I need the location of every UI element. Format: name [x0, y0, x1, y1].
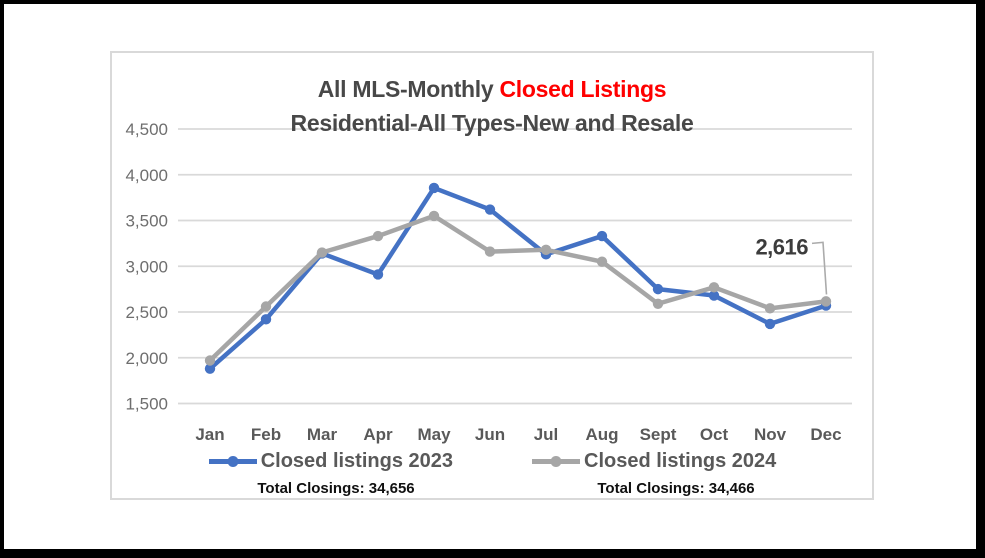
series-line-2023: [207, 185, 829, 371]
y-axis-tick-label: 4,000: [125, 166, 168, 185]
data-point-2024-oct: [708, 282, 720, 293]
data-point-2023-jan: [204, 363, 216, 374]
x-axis-label-aug: Aug: [585, 425, 618, 444]
legend-item-2024: Closed listings 2024: [531, 450, 776, 473]
x-axis-label-sept: Sept: [640, 425, 677, 444]
y-axis-tick-label: 1,500: [125, 395, 168, 414]
legend-line-marker-2024-icon: [532, 456, 580, 467]
annotation-leader-line: [811, 241, 828, 295]
data-point-2023-jun: [484, 204, 496, 215]
chart-container: 4,500 4,000 3,500 3,000 2,500 2,000 1,500 Jan Fe…: [110, 51, 874, 500]
x-axis-label-feb: Feb: [251, 425, 281, 444]
data-point-2024-apr: [372, 230, 384, 242]
data-point-2024-mar: [316, 247, 328, 258]
chart-title-main: All MLS-Monthly: [317, 76, 500, 102]
y-axis-tick-label: 3,500: [125, 212, 168, 231]
x-axis-label-may: May: [417, 425, 451, 444]
total-closings-2024: Total Closings: 34,466: [597, 480, 755, 497]
x-axis-label-jun: Jun: [475, 425, 505, 444]
chart-subtitle: Residential-All Types-New and Resale: [290, 110, 694, 136]
data-point-2024-jun: [484, 246, 496, 257]
y-axis-tick-label: 2,000: [125, 349, 168, 368]
data-point-2024-aug: [596, 256, 608, 267]
chart-title: All MLS-Monthly Closed Listings Resident…: [112, 72, 872, 140]
data-point-2024-nov: [764, 303, 776, 314]
data-point-2023-nov: [764, 318, 776, 330]
legend-line-marker-2023-icon: [208, 456, 257, 467]
data-point-2023-aug: [596, 230, 608, 242]
x-axis-label-nov: Nov: [754, 425, 787, 444]
x-axis-label-jan: Jan: [195, 425, 224, 444]
annotation-label: 2,616: [755, 234, 808, 259]
data-point-2024-may: [428, 210, 440, 222]
data-point-2023-may: [428, 182, 440, 194]
y-axis-tick-label: 3,000: [125, 257, 168, 276]
data-point-2024-dec: [820, 296, 832, 307]
series-line-2024: [207, 213, 829, 363]
chart-plot-area: 4,500 4,000 3,500 3,000 2,500 2,000 1,500 Jan Fe…: [125, 120, 852, 444]
data-point-2024-sept: [652, 298, 664, 309]
x-axis-label-jul: Jul: [534, 425, 559, 444]
data-point-2024-jan: [204, 355, 216, 366]
chart-title-line1: All MLS-Monthly Closed Listings: [112, 72, 872, 106]
legend-label-2023: Closed listings 2023: [260, 450, 453, 472]
data-point-2024-jul: [540, 244, 552, 255]
x-axis-label-dec: Dec: [810, 425, 841, 444]
data-point-2023-feb: [260, 314, 272, 325]
x-axis-label-oct: Oct: [700, 425, 729, 444]
y-axis-tick-label: 4,500: [125, 120, 168, 139]
y-axis-tick-label: 2,500: [125, 303, 168, 322]
legend-label-2024: Closed listings 2024: [584, 450, 777, 472]
chart-legend: Closed listings 2023 Closed listings 202…: [112, 450, 872, 473]
x-axis-label-mar: Mar: [307, 425, 338, 444]
total-closings-2023: Total Closings: 34,656: [257, 480, 415, 497]
x-axis-label-apr: Apr: [363, 425, 393, 444]
data-point-2024-feb: [260, 301, 272, 312]
data-point-2023-oct: [708, 290, 720, 301]
data-point-2023-apr: [372, 269, 384, 280]
chart-title-accent: Closed Listings: [499, 76, 667, 102]
legend-item-2023: Closed listings 2023: [208, 450, 453, 473]
data-point-2023-sept: [652, 283, 664, 295]
